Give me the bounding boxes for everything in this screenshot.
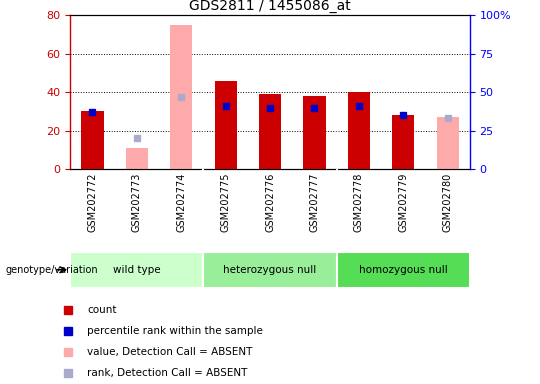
Text: value, Detection Call = ABSENT: value, Detection Call = ABSENT — [87, 347, 253, 358]
Bar — [436, 117, 458, 169]
Bar — [348, 92, 370, 169]
Text: GSM202777: GSM202777 — [309, 173, 319, 232]
Bar — [214, 81, 237, 169]
Text: GSM202774: GSM202774 — [176, 173, 186, 232]
Text: genotype/variation: genotype/variation — [5, 265, 98, 275]
FancyBboxPatch shape — [336, 252, 470, 288]
Text: GSM202773: GSM202773 — [132, 173, 142, 232]
Text: count: count — [87, 305, 117, 315]
Bar — [259, 94, 281, 169]
Text: GSM202772: GSM202772 — [87, 173, 97, 232]
Text: percentile rank within the sample: percentile rank within the sample — [87, 326, 263, 336]
Text: GSM202780: GSM202780 — [443, 173, 453, 232]
FancyBboxPatch shape — [204, 252, 336, 288]
Text: rank, Detection Call = ABSENT: rank, Detection Call = ABSENT — [87, 368, 248, 379]
Bar — [303, 96, 326, 169]
Text: wild type: wild type — [113, 265, 160, 275]
FancyBboxPatch shape — [70, 252, 204, 288]
Bar — [170, 25, 192, 169]
Title: GDS2811 / 1455086_at: GDS2811 / 1455086_at — [189, 0, 351, 13]
Bar — [392, 115, 414, 169]
Text: GSM202779: GSM202779 — [398, 173, 408, 232]
Text: GSM202776: GSM202776 — [265, 173, 275, 232]
Text: GSM202775: GSM202775 — [221, 173, 231, 232]
Text: GSM202778: GSM202778 — [354, 173, 364, 232]
Bar — [126, 148, 148, 169]
Text: homozygous null: homozygous null — [359, 265, 448, 275]
Text: heterozygous null: heterozygous null — [224, 265, 316, 275]
Bar — [82, 111, 104, 169]
